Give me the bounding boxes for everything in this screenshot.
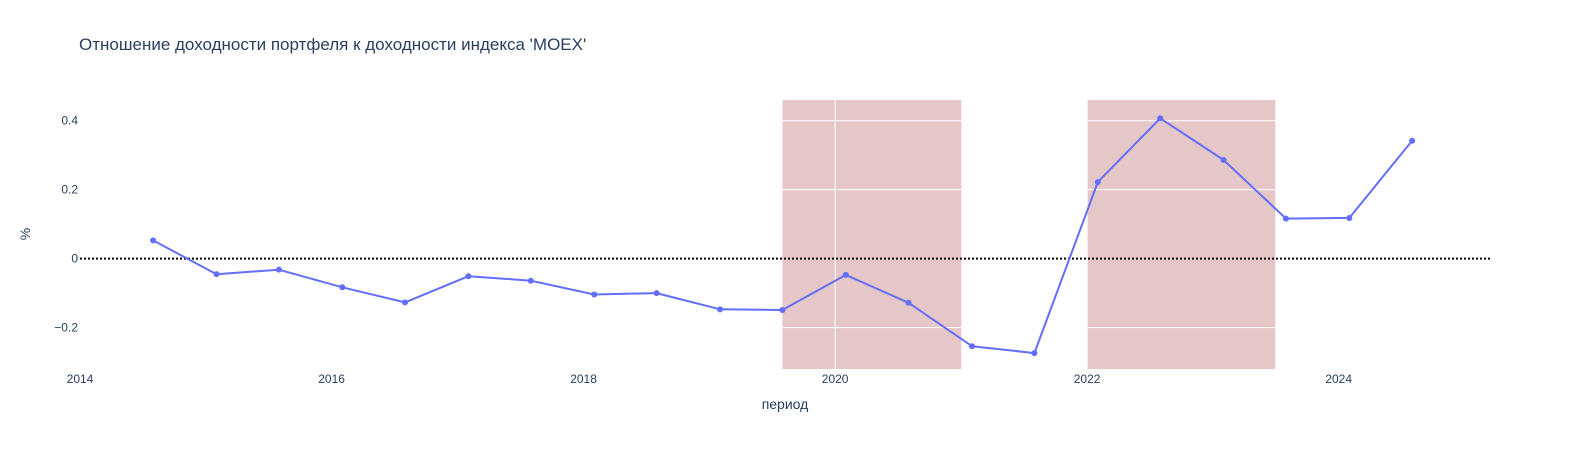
y-tick-label: 0.4 [61,114,78,128]
x-tick-label: 2016 [318,372,345,386]
y-tick-label: 0.2 [61,183,78,197]
x-tick-label: 2024 [1325,372,1352,386]
data-point[interactable] [275,266,282,273]
shaded-regions [782,100,1276,369]
data-point[interactable] [842,271,849,278]
y-tick-label: 0 [71,252,78,266]
data-point[interactable] [653,290,660,297]
x-tick-label: 2018 [570,372,597,386]
data-point[interactable] [465,273,472,280]
data-point[interactable] [1346,214,1353,221]
chart-title: Отношение доходности портфеля к доходнос… [79,35,586,54]
data-point[interactable] [339,284,346,291]
data-point[interactable] [717,306,724,313]
data-point[interactable] [905,299,912,306]
data-point[interactable] [591,291,598,298]
data-point[interactable] [213,271,220,278]
y-tick-labels: 0.4 0.2 0 −0.2 [54,114,78,335]
data-point[interactable] [779,307,786,314]
data-point[interactable] [402,299,409,306]
gridlines [80,100,1490,369]
data-point[interactable] [1409,137,1416,144]
x-tick-label: 2020 [822,372,849,386]
x-axis-label: период [762,396,809,412]
data-point[interactable] [527,277,534,284]
x-tick-labels: 2014 2016 2018 2020 2022 2024 [67,372,1353,386]
y-tick-label: −0.2 [54,321,78,335]
data-point[interactable] [968,343,975,350]
data-point[interactable] [1220,157,1227,164]
data-point[interactable] [150,237,157,244]
series-layer [150,115,1416,357]
y-axis-label: % [17,228,33,240]
data-point[interactable] [1094,179,1101,186]
data-point[interactable] [1157,115,1164,122]
shaded-region-1 [782,100,962,369]
x-tick-label: 2014 [67,372,94,386]
data-point[interactable] [1031,350,1038,357]
data-point[interactable] [1282,215,1289,222]
x-tick-label: 2022 [1074,372,1101,386]
shaded-region-2 [1087,100,1276,369]
